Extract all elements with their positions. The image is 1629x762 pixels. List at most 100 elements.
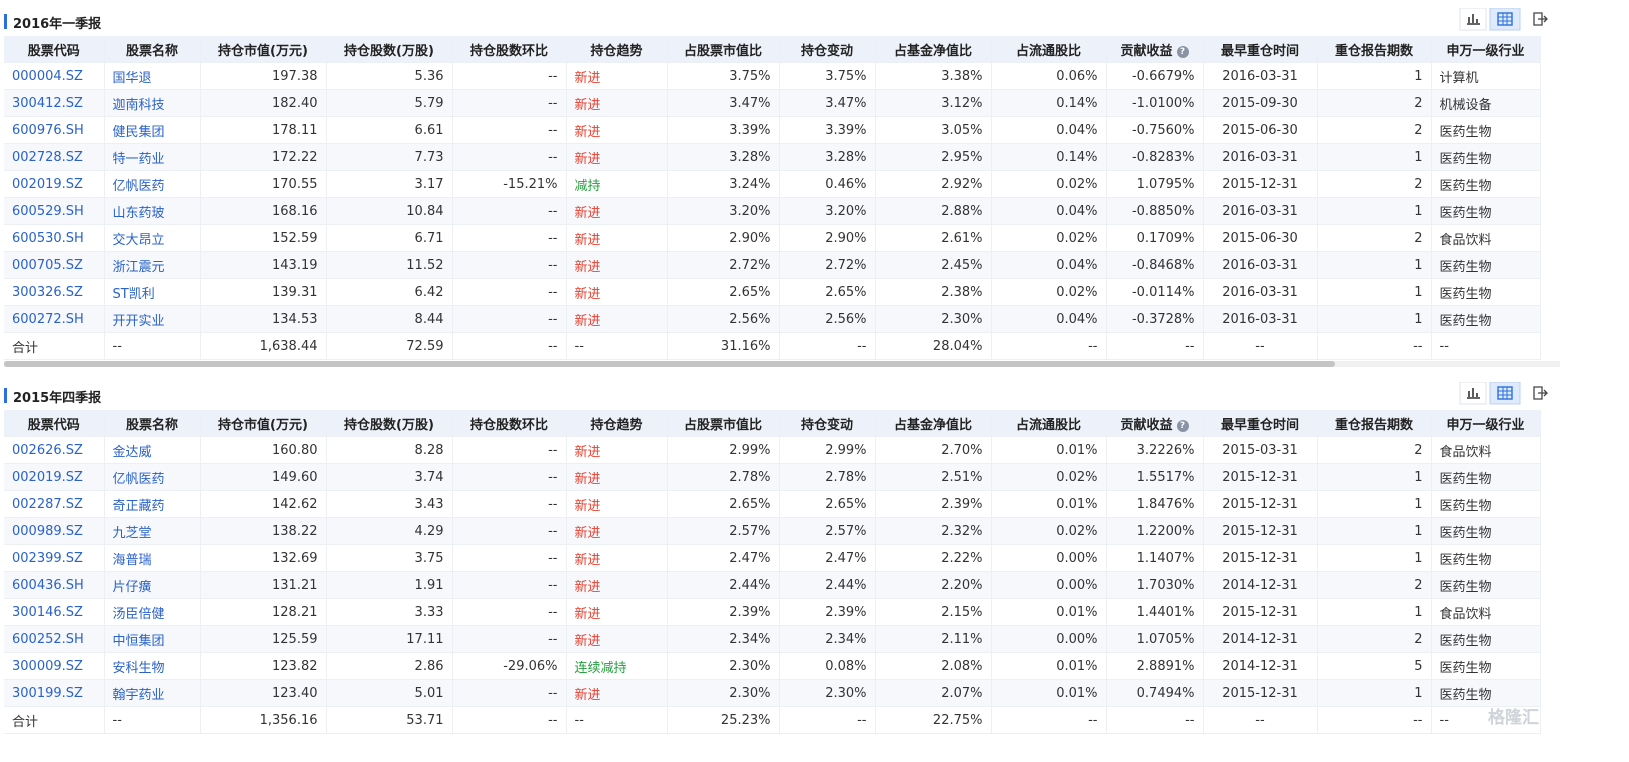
cell: 食品饮料 xyxy=(1431,436,1541,464)
cell[interactable]: 翰宇药业 xyxy=(104,679,201,707)
cell[interactable]: 002019.SZ xyxy=(4,170,105,198)
cell[interactable]: 奇正藏药 xyxy=(104,490,201,518)
cell[interactable]: 600252.SH xyxy=(4,625,105,653)
cell[interactable]: 亿帆医药 xyxy=(104,463,201,491)
cell[interactable]: 000989.SZ xyxy=(4,517,105,545)
cell: 2.90% xyxy=(779,224,876,252)
cell[interactable]: 浙江震元 xyxy=(104,251,201,279)
cell: 新进 xyxy=(566,62,668,90)
cell: 0.46% xyxy=(779,170,876,198)
cell[interactable]: 300326.SZ xyxy=(4,278,105,306)
column-header: 股票代码 xyxy=(4,410,105,437)
cell: 2015-12-31 xyxy=(1203,170,1318,198)
cell: 2.38% xyxy=(875,278,992,306)
cell[interactable]: 亿帆医药 xyxy=(104,170,201,198)
column-header: 持仓股数环比 xyxy=(452,36,567,63)
cell: -- xyxy=(104,332,201,360)
cell: 2.34% xyxy=(779,625,876,653)
cell: 0.00% xyxy=(991,571,1107,599)
cell[interactable]: 片仔癀 xyxy=(104,571,201,599)
export-button[interactable] xyxy=(1533,386,1548,400)
cell: -- xyxy=(1106,332,1204,360)
cell[interactable]: 300146.SZ xyxy=(4,598,105,626)
cell: 医药生物 xyxy=(1431,278,1541,306)
cell: 6.61 xyxy=(326,116,453,144)
cell[interactable]: 000705.SZ xyxy=(4,251,105,279)
table-view-button[interactable] xyxy=(1489,7,1521,31)
column-header: 申万一级行业 xyxy=(1431,410,1541,437)
cell: 28.04% xyxy=(875,332,992,360)
table-body: 000004.SZ 国华退 197.38 5.36 -- 新进 3.75% 3.75% 3.38… xyxy=(4,62,1541,360)
cell[interactable]: 600530.SH xyxy=(4,224,105,252)
cell[interactable]: 300199.SZ xyxy=(4,679,105,707)
cell: -- xyxy=(452,490,567,518)
cell: -- xyxy=(1431,332,1541,360)
cell: 1,356.16 xyxy=(200,706,327,734)
scrollbar-thumb[interactable] xyxy=(4,361,1335,367)
cell: 134.53 xyxy=(200,305,327,333)
cell[interactable]: 开开实业 xyxy=(104,305,201,333)
cell: -0.8850% xyxy=(1106,197,1204,225)
cell: 0.02% xyxy=(991,170,1107,198)
cell[interactable]: 汤臣倍健 xyxy=(104,598,201,626)
cell[interactable]: 300009.SZ xyxy=(4,652,105,680)
cell: 机械设备 xyxy=(1431,89,1541,117)
cell[interactable]: 山东药玻 xyxy=(104,197,201,225)
column-header: 重仓报告期数 xyxy=(1317,36,1432,63)
cell[interactable]: 交大昂立 xyxy=(104,224,201,252)
help-icon[interactable]: ? xyxy=(1176,45,1189,58)
cell[interactable]: 002019.SZ xyxy=(4,463,105,491)
cell: 2.44% xyxy=(779,571,876,599)
cell: 2 xyxy=(1317,571,1432,599)
cell[interactable]: 特一药业 xyxy=(104,143,201,171)
cell: 182.40 xyxy=(200,89,327,117)
cell[interactable]: 金达威 xyxy=(104,436,201,464)
header-text: 最早重仓时间 xyxy=(1220,43,1299,59)
cell[interactable]: 600976.SH xyxy=(4,116,105,144)
cell[interactable]: 600529.SH xyxy=(4,197,105,225)
cell[interactable]: 600436.SH xyxy=(4,571,105,599)
cell[interactable]: 海普瑞 xyxy=(104,544,201,572)
cell[interactable]: 九芝堂 xyxy=(104,517,201,545)
column-header: 占基金净值比 xyxy=(875,410,992,437)
cell: 0.00% xyxy=(991,625,1107,653)
data-row: 002626.SZ 金达威 160.80 8.28 -- 新进 2.99% 2.99% 2.70… xyxy=(4,436,1541,464)
cell[interactable]: 002399.SZ xyxy=(4,544,105,572)
cell: 123.82 xyxy=(200,652,327,680)
cell: -- xyxy=(452,89,567,117)
cell: 2.39% xyxy=(875,490,992,518)
cell[interactable]: 安科生物 xyxy=(104,652,201,680)
cell: 142.62 xyxy=(200,490,327,518)
cell[interactable]: 002287.SZ xyxy=(4,490,105,518)
chart-view-button[interactable] xyxy=(1459,381,1487,405)
cell[interactable]: 300412.SZ xyxy=(4,89,105,117)
cell[interactable]: 国华退 xyxy=(104,62,201,90)
cell: 17.11 xyxy=(326,625,453,653)
cell: -- xyxy=(452,571,567,599)
cell: 2.57% xyxy=(667,517,780,545)
cell: 2015-12-31 xyxy=(1203,598,1318,626)
header-text: 持仓变动 xyxy=(800,417,853,433)
cell[interactable]: 002728.SZ xyxy=(4,143,105,171)
watermark: 格隆汇 xyxy=(1488,708,1539,728)
cell[interactable]: 600272.SH xyxy=(4,305,105,333)
chart-view-button[interactable] xyxy=(1459,7,1487,31)
cell: 2015-03-31 xyxy=(1203,436,1318,464)
column-header: 占流通股比 xyxy=(991,410,1107,437)
cell[interactable]: 迦南科技 xyxy=(104,89,201,117)
help-icon[interactable]: ? xyxy=(1176,419,1189,432)
cell[interactable]: 002626.SZ xyxy=(4,436,105,464)
cell: 2016-03-31 xyxy=(1203,143,1318,171)
cell: 1.5517% xyxy=(1106,463,1204,491)
cell: 149.60 xyxy=(200,463,327,491)
cell[interactable]: 000004.SZ xyxy=(4,62,105,90)
cell[interactable]: 健民集团 xyxy=(104,116,201,144)
table-view-button[interactable] xyxy=(1489,381,1521,405)
export-button[interactable] xyxy=(1533,12,1548,26)
cell[interactable]: ST凯利 xyxy=(104,278,201,306)
cell: 178.11 xyxy=(200,116,327,144)
column-header: 持仓股数环比 xyxy=(452,410,567,437)
cell: -- xyxy=(452,116,567,144)
cell: 2015-12-31 xyxy=(1203,679,1318,707)
cell[interactable]: 中恒集团 xyxy=(104,625,201,653)
